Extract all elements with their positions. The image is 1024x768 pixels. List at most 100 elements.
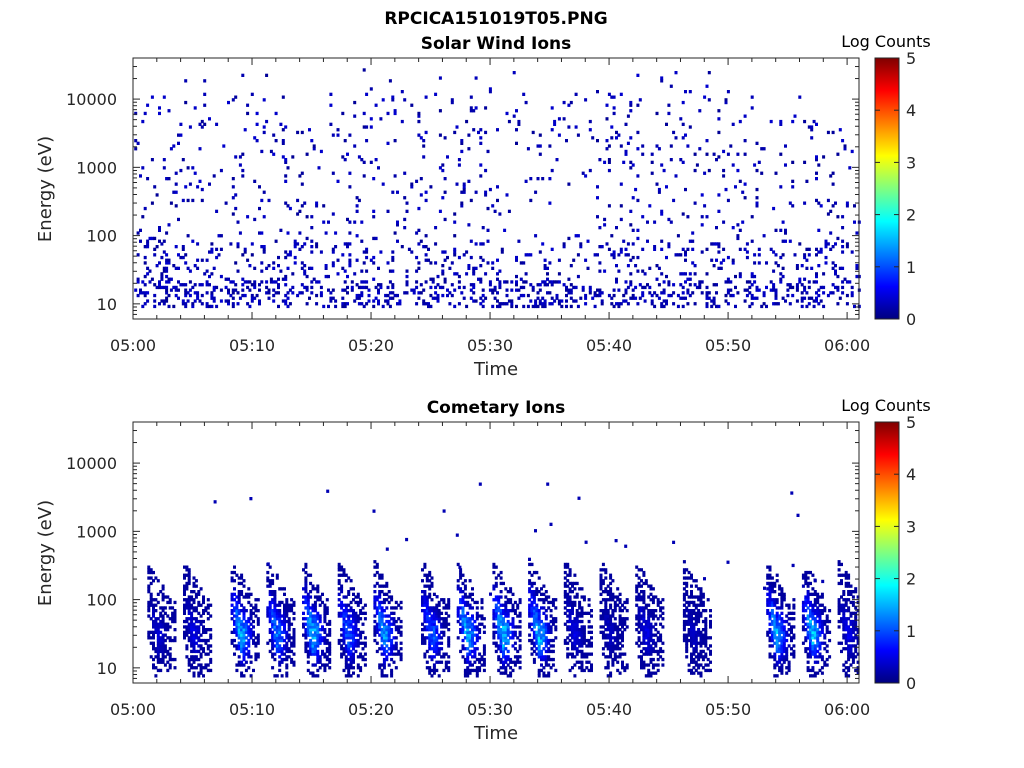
heatmap-cell [603, 269, 607, 273]
heatmap-cell [344, 660, 348, 664]
heatmap-cell [836, 288, 840, 292]
heatmap-cell [329, 291, 333, 295]
heatmap-cell [428, 619, 432, 624]
heatmap-cell [169, 201, 173, 205]
heatmap-cell [290, 606, 294, 610]
heatmap-cell [546, 291, 549, 295]
heatmap-cell [378, 603, 382, 607]
heatmap-cell [424, 198, 428, 203]
heatmap-cell [325, 638, 329, 643]
heatmap-cell [205, 302, 209, 306]
heatmap-cell [750, 95, 754, 99]
heatmap-cell [284, 179, 288, 183]
heatmap-cell [160, 272, 164, 276]
heatmap-cell [757, 160, 761, 164]
heatmap-cell [268, 579, 272, 583]
heatmap-cell [205, 291, 209, 295]
heatmap-cell [304, 649, 308, 654]
heatmap-cell [387, 595, 391, 599]
heatmap-cell [509, 660, 513, 664]
heatmap-cell [268, 581, 272, 586]
heatmap-cell [325, 633, 329, 637]
heatmap-cell [315, 204, 319, 208]
heatmap-cell [161, 606, 165, 610]
heatmap-cell [328, 622, 332, 626]
heatmap-cell [468, 671, 472, 675]
heatmap-cell [682, 603, 686, 607]
heatmap-cell [734, 274, 737, 279]
heatmap-cell [651, 611, 655, 615]
heatmap-cell [642, 663, 646, 667]
heatmap-cell [267, 291, 271, 295]
heatmap-cell [530, 600, 534, 605]
heatmap-cell [241, 277, 245, 281]
heatmap-cell [136, 293, 140, 298]
heatmap-cell [798, 277, 802, 281]
heatmap-cell [480, 600, 484, 605]
heatmap-cell [375, 622, 379, 626]
heatmap-cell [256, 633, 260, 637]
heatmap-cell [774, 302, 778, 306]
heatmap-cell [273, 592, 277, 596]
heatmap-cell [318, 598, 322, 602]
heatmap-cell [362, 68, 366, 72]
heatmap-cell [347, 644, 351, 648]
heatmap-cell [492, 630, 496, 634]
heatmap-cell [774, 228, 778, 232]
heatmap-cell [634, 285, 638, 290]
heatmap-cell [642, 628, 646, 632]
heatmap-cell [316, 625, 320, 629]
heatmap-cell [690, 657, 693, 662]
heatmap-cell [354, 628, 358, 632]
heatmap-cell [183, 603, 186, 607]
heatmap-cell [455, 125, 459, 129]
heatmap-cell [803, 253, 807, 257]
heatmap-cell [530, 611, 534, 615]
heatmap-cell [685, 638, 689, 643]
heatmap-cell [553, 280, 557, 284]
heatmap-cell [629, 109, 633, 113]
heatmap-cell [724, 299, 728, 303]
heatmap-cell [149, 568, 153, 572]
heatmap-cell [372, 177, 376, 181]
heatmap-cell [700, 215, 704, 219]
heatmap-cell [311, 587, 315, 591]
heatmap-cell [337, 573, 341, 577]
heatmap-cell [158, 283, 161, 287]
heatmap-cell [528, 633, 532, 637]
heatmap-cell [613, 655, 617, 659]
heatmap-cell [822, 155, 826, 159]
heatmap-cell [275, 647, 279, 651]
heatmap-cell [394, 625, 398, 629]
heatmap-cell [466, 628, 470, 632]
heatmap-cell [463, 625, 467, 629]
heatmap-cell [493, 296, 497, 300]
heatmap-cell [256, 598, 260, 602]
heatmap-cell [285, 598, 289, 602]
heatmap-cell [480, 598, 484, 602]
heatmap-cell [359, 652, 363, 656]
heatmap-cell [529, 299, 533, 303]
heatmap-cell [380, 573, 384, 577]
heatmap-cell [316, 674, 320, 678]
heatmap-cell [422, 139, 426, 143]
heatmap-cell [380, 584, 384, 588]
heatmap-cell [456, 611, 460, 615]
heatmap-cell [562, 283, 566, 287]
heatmap-cell [705, 139, 709, 143]
heatmap-cell [158, 261, 161, 265]
heatmap-cell [726, 277, 730, 281]
heatmap-cell [198, 299, 202, 303]
heatmap-cell [256, 609, 260, 613]
heatmap-cell [374, 103, 378, 107]
heatmap-cell [618, 628, 622, 632]
heatmap-cell [596, 185, 599, 189]
heatmap-cell [427, 304, 430, 309]
heatmap-cell [482, 668, 486, 673]
heatmap-cell [496, 185, 499, 189]
heatmap-cell [447, 660, 451, 664]
heatmap-cell [306, 611, 310, 615]
heatmap-cell [459, 630, 463, 634]
heatmap-cell [637, 625, 641, 629]
